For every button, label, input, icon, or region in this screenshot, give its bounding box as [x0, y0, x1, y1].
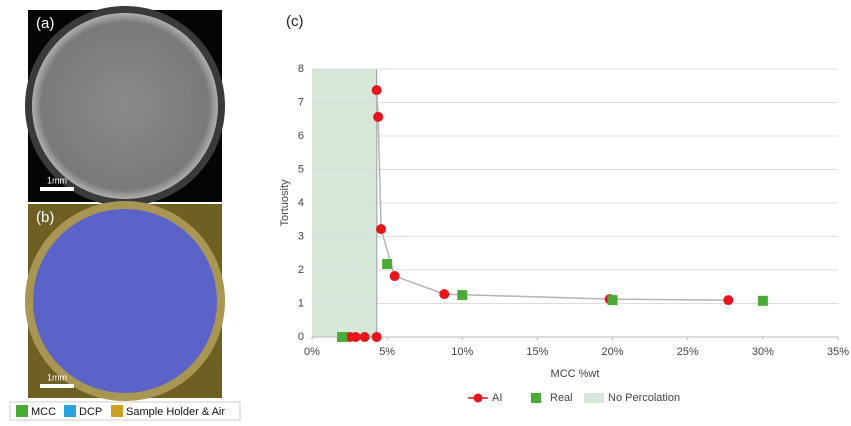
y-tick-label: 8	[298, 63, 304, 75]
legend-swatch	[584, 393, 604, 403]
legend-label: Real	[550, 392, 573, 404]
y-tick-label: 5	[298, 163, 304, 175]
scale-bar	[40, 384, 74, 388]
point	[757, 295, 768, 306]
panel-label: (a)	[36, 15, 54, 32]
scale-label: 1mm	[47, 175, 67, 185]
legend-marker	[473, 393, 483, 403]
legend-swatch	[64, 405, 76, 417]
legend-label: No Percolation	[608, 392, 680, 404]
x-tick-label: 35%	[827, 346, 849, 358]
point	[389, 271, 400, 282]
y-tick-label: 4	[298, 197, 304, 209]
scale-bar	[40, 187, 74, 191]
point	[371, 332, 382, 342]
y-tick-label: 6	[298, 130, 304, 142]
x-axis-label: MCC %wt	[551, 368, 600, 380]
x-tick-label: 15%	[526, 346, 548, 358]
panel-label: (c)	[286, 13, 304, 30]
scale-label: 1mm	[47, 372, 67, 382]
panel-label: (b)	[36, 209, 54, 226]
series-line	[349, 90, 729, 338]
y-tick-label: 1	[298, 297, 304, 309]
legend-label: Sample Holder & Air	[126, 406, 225, 418]
point	[350, 332, 361, 342]
point	[337, 332, 348, 342]
x-tick-label: 5%	[379, 346, 395, 358]
x-tick-label: 25%	[677, 346, 699, 358]
sample-disc	[33, 209, 217, 393]
sample-disc	[32, 13, 218, 199]
point	[376, 224, 387, 235]
point	[457, 290, 468, 301]
legend-label: DCP	[79, 406, 102, 418]
x-tick-label: 0%	[304, 346, 320, 358]
point	[359, 332, 370, 342]
y-tick-label: 7	[298, 96, 304, 108]
y-tick-label: 2	[298, 264, 304, 276]
point	[371, 85, 382, 96]
point	[723, 295, 734, 306]
y-tick-label: 0	[298, 331, 304, 343]
legend-label: AI	[492, 392, 502, 404]
point	[373, 111, 384, 122]
x-tick-label: 20%	[602, 346, 624, 358]
x-tick-label: 30%	[752, 346, 774, 358]
legend-swatch	[16, 405, 28, 417]
point	[439, 289, 450, 300]
legend-swatch	[111, 405, 123, 417]
y-tick-label: 3	[298, 230, 304, 242]
y-axis-label: Tortuosity	[279, 179, 291, 227]
legend-label: MCC	[31, 406, 56, 418]
x-tick-label: 10%	[451, 346, 473, 358]
point	[382, 258, 393, 269]
point	[607, 295, 618, 306]
legend-marker	[531, 393, 541, 403]
